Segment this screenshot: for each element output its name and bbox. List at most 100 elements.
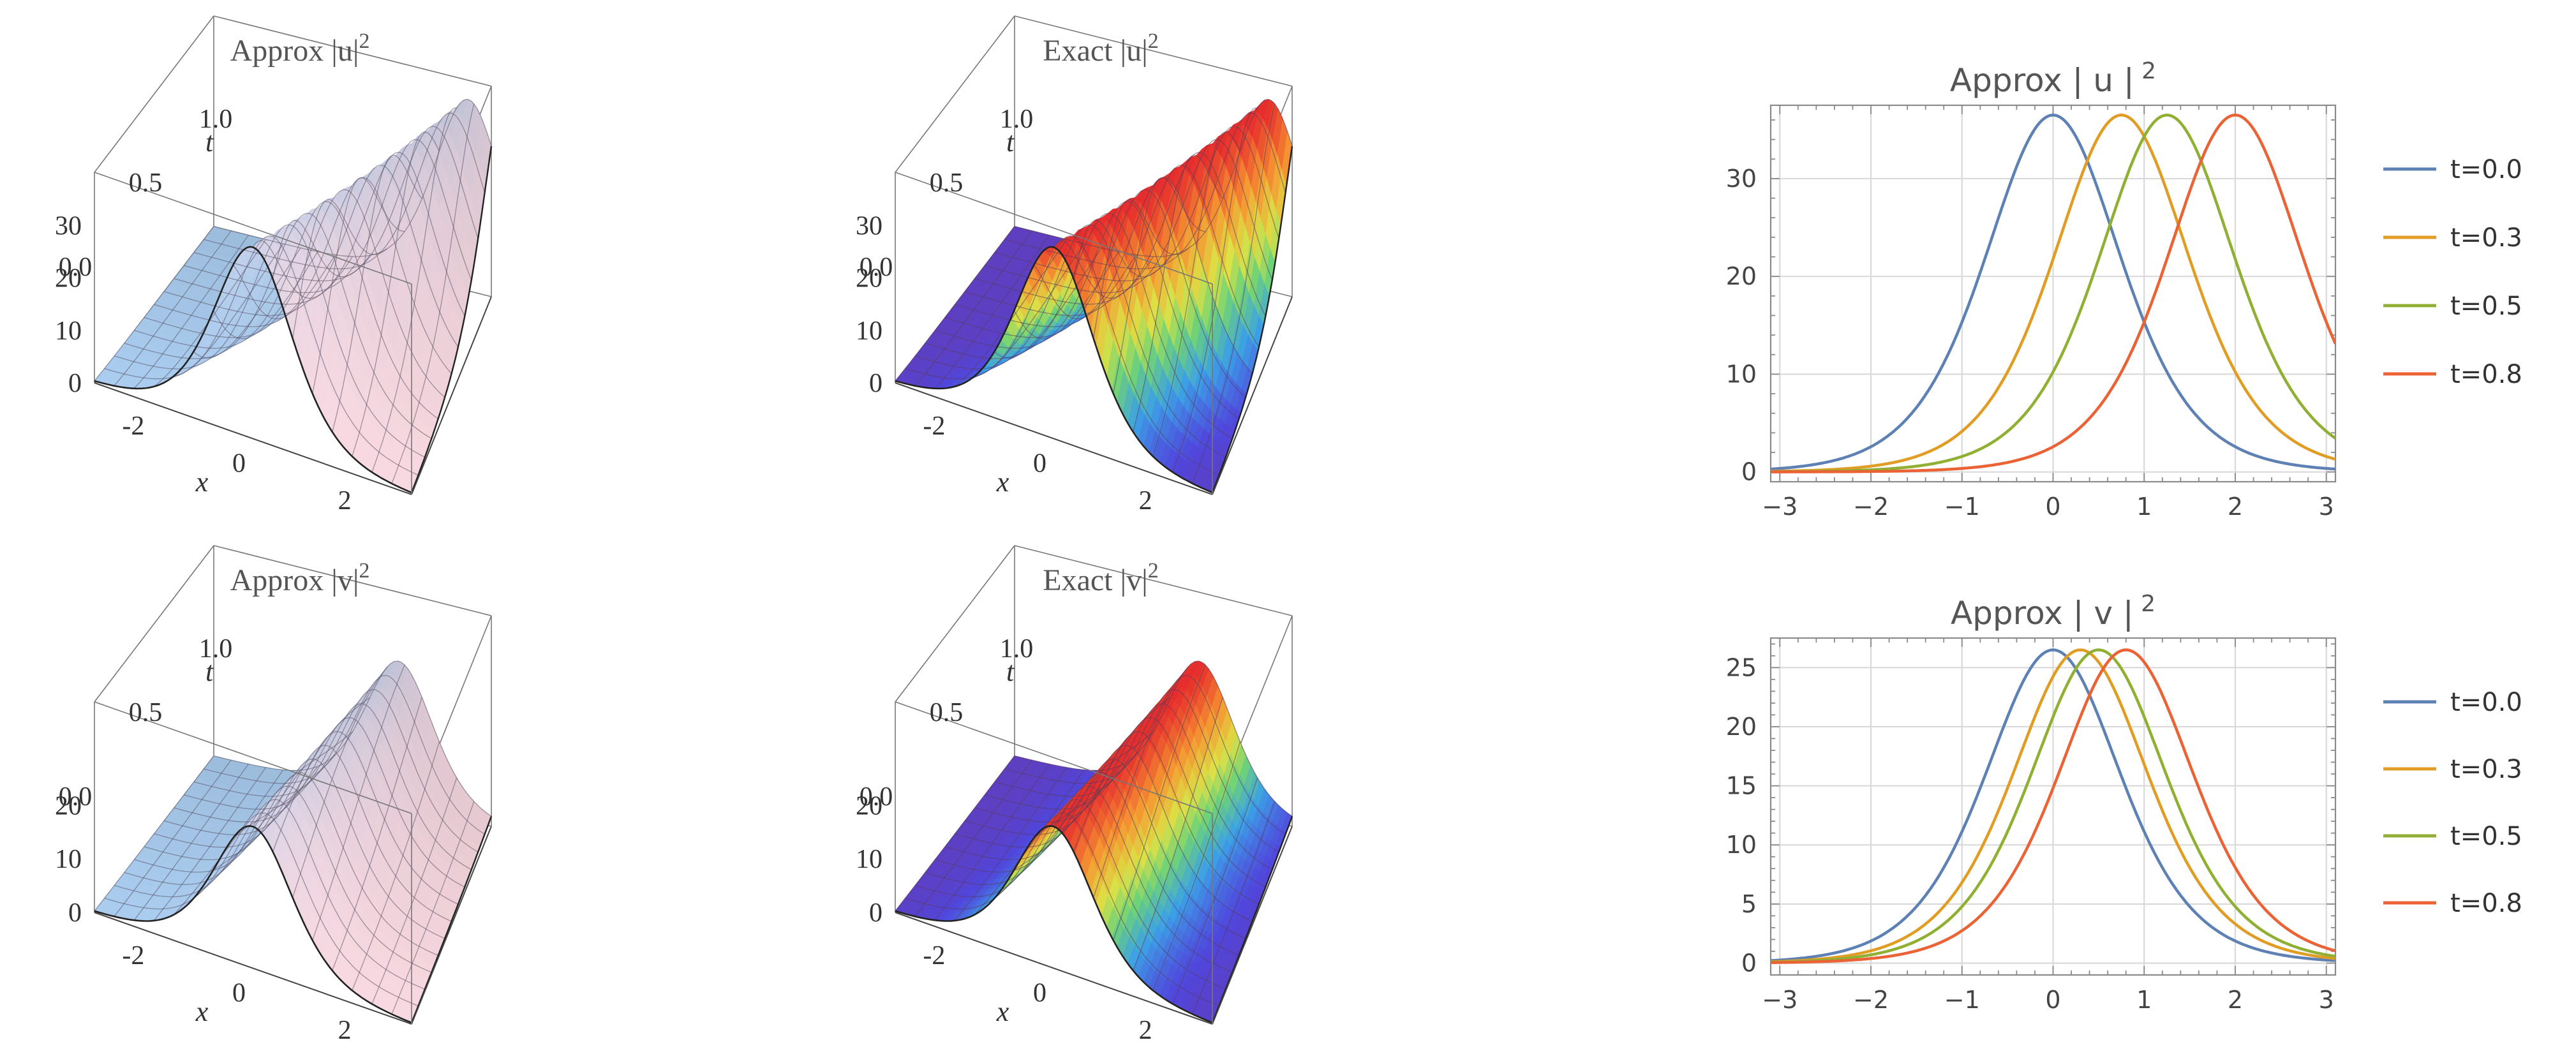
tick-label-x: 0 xyxy=(1033,979,1046,1008)
tick-label-z: 10 xyxy=(55,845,82,874)
tick-label-y: 10 xyxy=(1726,360,1757,388)
box-edge xyxy=(1014,15,1293,87)
tick-label-t: 0.5 xyxy=(930,168,964,198)
tick-label-t: 0.5 xyxy=(129,168,163,198)
surface-side-edge xyxy=(410,145,493,493)
title-main: Approx | v | xyxy=(1951,595,2134,632)
axis-label-x: x xyxy=(996,996,1009,1027)
tick-label-x: 2 xyxy=(1139,486,1152,516)
tick-label-x: −2 xyxy=(1853,493,1889,521)
tick-label-x: 2 xyxy=(338,1016,352,1045)
mesh-line xyxy=(925,212,1233,439)
mesh-line xyxy=(174,152,465,316)
title-sup: 2 xyxy=(1148,29,1159,53)
tick-label-x: 2 xyxy=(2228,986,2243,1014)
mesh-line xyxy=(213,98,492,257)
tick-label-x: 0 xyxy=(2045,493,2060,521)
plot-title: Approx | u | 2 xyxy=(1950,58,2156,99)
tick-label-x: -2 xyxy=(923,941,945,970)
box-edge xyxy=(895,545,1015,702)
tick-label-z: 0 xyxy=(68,369,82,398)
tick-label-x: 1 xyxy=(2136,986,2152,1014)
mesh-line xyxy=(955,177,1253,375)
box-edge xyxy=(895,15,1015,173)
mesh-line xyxy=(184,139,472,294)
tick-label-t: 0.5 xyxy=(129,698,163,727)
mesh-line xyxy=(964,164,1260,348)
title-main: Approx |u| xyxy=(230,34,359,68)
tick-label-y: 20 xyxy=(1726,262,1757,290)
axis-label-t: t xyxy=(1006,126,1015,158)
tick-label-z: 20 xyxy=(55,264,82,294)
plot-title: Exact |u|2 xyxy=(1043,29,1158,68)
tick-label-x: 0 xyxy=(1033,449,1046,479)
box-edge xyxy=(94,545,214,702)
mesh-line xyxy=(144,189,445,398)
legend-label: t=0.8 xyxy=(2450,360,2522,389)
title-main: Approx |v| xyxy=(230,563,359,597)
tick-label-x: 0 xyxy=(232,979,246,1008)
tick-label-t: 1.0 xyxy=(1000,634,1034,664)
title-main: Exact |u| xyxy=(1043,34,1147,68)
tick-label-x: -2 xyxy=(923,412,945,441)
mesh-line xyxy=(905,235,1219,476)
plot-title: Approx |u|2 xyxy=(230,29,370,68)
tick-label-t: 0.0 xyxy=(860,253,893,282)
legend-label: t=0.3 xyxy=(2450,755,2522,784)
tick-label-y: 0 xyxy=(1741,949,1757,977)
mesh-line xyxy=(1014,98,1293,257)
tick-label-x: 1 xyxy=(2136,493,2152,521)
tick-label-y: 25 xyxy=(1726,653,1757,681)
surface-side-edge xyxy=(1211,145,1293,493)
mesh-line xyxy=(114,224,426,458)
mesh-line xyxy=(974,152,1266,316)
box-edge xyxy=(94,172,412,285)
tick-label-x: -2 xyxy=(122,941,144,970)
tick-label-y: 0 xyxy=(1741,458,1757,486)
legend-label: t=0.5 xyxy=(2450,292,2522,321)
tick-label-x: −3 xyxy=(1762,493,1798,521)
title-sup: 2 xyxy=(1148,559,1159,583)
line-chart-approx-v: −3 −2 −1 0 1 2 3 0 5 10 15 20 25 Approx | v | 2 t=0.0 t… xyxy=(1726,591,2522,1014)
mesh-line xyxy=(154,177,452,375)
title-sup: 2 xyxy=(359,559,369,583)
tick-label-x: 0 xyxy=(2045,986,2060,1014)
surface-front-edge xyxy=(895,246,1213,494)
tick-label-z: 0 xyxy=(68,898,82,928)
legend-label: t=0.5 xyxy=(2450,822,2522,851)
legend-label: t=0.0 xyxy=(2450,155,2522,184)
tick-label-t: 0.0 xyxy=(59,253,93,282)
tick-label-z: 20 xyxy=(856,264,882,294)
tick-label-x: −1 xyxy=(1944,986,1980,1014)
tick-label-y: 30 xyxy=(1726,165,1757,193)
tick-label-z: 10 xyxy=(856,845,882,874)
tick-label-y: 5 xyxy=(1741,890,1757,918)
tick-label-t: 1.0 xyxy=(199,105,233,134)
legend-label: t=0.3 xyxy=(2450,223,2522,253)
tick-label-z: 10 xyxy=(856,316,882,346)
title-sup: 2 xyxy=(359,29,369,53)
tick-label-t: 1.0 xyxy=(199,634,233,664)
tick-label-z: 10 xyxy=(55,316,82,346)
mesh-line xyxy=(994,126,1279,281)
mesh-line xyxy=(124,212,432,439)
plot-title: Approx | v | 2 xyxy=(1951,591,2155,632)
tick-label-z: 20 xyxy=(856,791,882,821)
tick-label-x: 2 xyxy=(1139,1016,1152,1045)
tick-label-z: 0 xyxy=(869,898,882,928)
tick-label-x: 0 xyxy=(232,449,246,479)
tick-label-x: 3 xyxy=(2319,986,2334,1014)
tick-label-x: 3 xyxy=(2319,493,2334,521)
mesh-line xyxy=(134,201,439,419)
axis-label-x: x xyxy=(195,996,209,1027)
surface-front-edge xyxy=(94,246,412,494)
box-edge xyxy=(895,382,1213,495)
tick-label-z: 30 xyxy=(856,211,882,241)
box-edge xyxy=(213,15,492,87)
box-edge xyxy=(1212,296,1293,495)
